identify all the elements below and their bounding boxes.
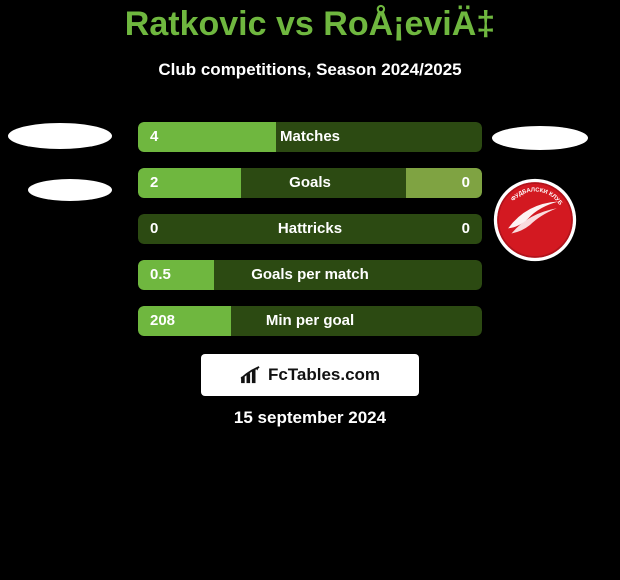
player1-photo-placeholder (8, 123, 112, 149)
player2-photo-placeholder (492, 126, 588, 150)
date-text: 15 september 2024 (0, 408, 620, 428)
player2-name: RoÅ¡eviÄ‡ (323, 5, 495, 43)
stat-row: 4Matches (138, 122, 482, 152)
brand-chart-icon (240, 366, 262, 384)
club-badge-svg: ФУДБАЛСКИ КЛУБ (493, 178, 577, 262)
comparison-card: Ratkovic vs RoÅ¡eviÄ‡ Club competitions,… (0, 0, 620, 580)
brand-text: FcTables.com (268, 365, 380, 385)
stat-row: 00Hattricks (138, 214, 482, 244)
versus-label: vs (276, 5, 314, 43)
club-badge: ФУДБАЛСКИ КЛУБ (493, 178, 577, 262)
stat-row: 208Min per goal (138, 306, 482, 336)
stat-label: Goals (138, 168, 482, 198)
stat-label: Hattricks (138, 214, 482, 244)
player1-shadow-ellipse (28, 179, 112, 201)
subtitle: Club competitions, Season 2024/2025 (0, 60, 620, 80)
title: Ratkovic vs RoÅ¡eviÄ‡ (0, 6, 620, 43)
stat-label: Matches (138, 122, 482, 152)
stat-bars: 4Matches 20Goals 00Hattricks 0.5Goals per m… (138, 122, 482, 352)
stat-row: 20Goals (138, 168, 482, 198)
stat-label: Min per goal (138, 306, 482, 336)
stat-label: Goals per match (138, 260, 482, 290)
stat-row: 0.5Goals per match (138, 260, 482, 290)
player1-name: Ratkovic (125, 5, 267, 43)
brand-box[interactable]: FcTables.com (201, 354, 419, 396)
